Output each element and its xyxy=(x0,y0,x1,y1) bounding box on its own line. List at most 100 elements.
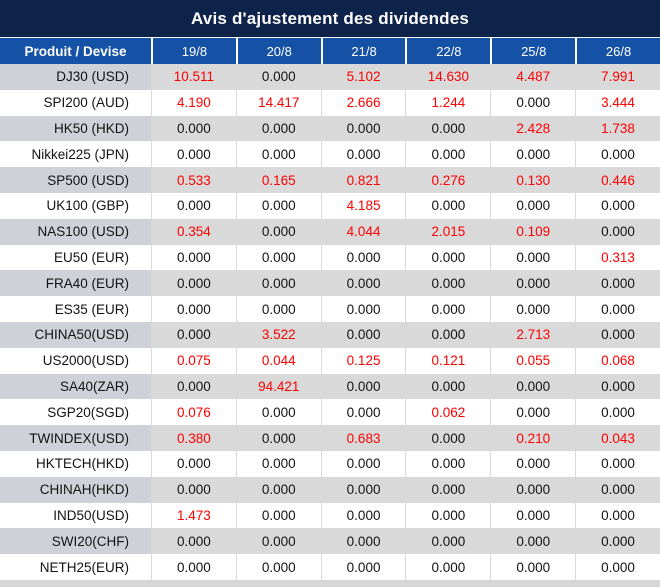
dividend-value: 0.000 xyxy=(575,502,660,529)
dividend-value: 0.000 xyxy=(320,373,406,400)
dividend-value: 0.000 xyxy=(320,270,406,297)
product-label: DJ30 (USD) xyxy=(0,64,151,90)
table-row: SPI200 (AUD) 4.190 14.417 2.666 1.244 0.000 3.… xyxy=(0,89,660,116)
dividend-value: 0.000 xyxy=(320,399,406,426)
header-date-21-8: 21/8 xyxy=(320,38,406,64)
dividend-value: 0.000 xyxy=(490,141,575,168)
panel-title: Avis d'ajustement des dividendes xyxy=(190,8,470,28)
table-row: Nikkei225 (JPN) 0.000 0.000 0.000 0.000 0.000… xyxy=(0,141,660,168)
dividend-value: 0.313 xyxy=(575,244,660,271)
dividend-value: 0.000 xyxy=(405,141,490,168)
dividend-value: 0.000 xyxy=(151,141,236,168)
product-label: NETH25(EUR) xyxy=(39,559,129,575)
dividend-value: 0.000 xyxy=(575,399,660,426)
table-row: UK100 (GBP) 0.000 0.000 4.185 0.000 0.000 0.00… xyxy=(0,192,660,219)
product-label: EU50 (EUR) xyxy=(53,249,129,265)
dividend-value: 0.000 xyxy=(151,192,236,219)
dividend-value: 0.000 xyxy=(151,270,236,297)
header-product-devise: Produit / Devise xyxy=(24,43,127,59)
dividend-value: 0.075 xyxy=(151,347,236,374)
dividend-value: 0.000 xyxy=(575,476,660,503)
dividend-value: 0.000 xyxy=(575,450,660,477)
table-row: NAS100 (USD) 0.354 0.000 4.044 2.015 0.109 0.0… xyxy=(0,218,660,245)
dividend-value: 0.000 xyxy=(235,425,321,451)
dividend-value: 0.000 xyxy=(405,425,491,451)
dividend-value: 0.000 xyxy=(235,218,321,245)
header-date-25-8: 25/8 xyxy=(490,38,575,64)
product-label: SGP20(SGD) xyxy=(47,404,129,420)
dividend-value: 0.000 xyxy=(405,476,491,503)
dividend-value: 0.000 xyxy=(151,115,236,142)
dividend-value: 0.000 xyxy=(151,450,236,477)
dividend-value: 0.000 xyxy=(405,528,491,555)
product-label: HKTECH(HKD) xyxy=(36,456,129,472)
dividend-value: 0.000 xyxy=(151,554,236,580)
dividend-value: 0.821 xyxy=(320,167,406,193)
table-body: DJ30 (USD) 10.511 0.000 5.102 14.630 4.487 7.9… xyxy=(0,64,660,580)
dividend-value: 0.000 xyxy=(320,244,406,271)
dividend-value: 0.000 xyxy=(575,528,660,555)
product-label: UK100 (GBP) xyxy=(46,198,129,214)
dividend-value: 0.000 xyxy=(405,244,490,271)
dividend-value: 10.511 xyxy=(151,64,236,90)
dividend-value: 0.000 xyxy=(320,141,406,168)
dividend-value: 0.000 xyxy=(490,89,575,116)
dividend-value: 0.000 xyxy=(405,502,490,529)
bottom-edge-strip xyxy=(0,579,660,587)
dividend-value: 0.000 xyxy=(235,141,321,168)
dividend-value: 0.000 xyxy=(575,296,660,322)
dividend-value: 14.630 xyxy=(405,64,491,90)
dividend-value: 0.533 xyxy=(151,167,236,193)
dividend-value: 0.109 xyxy=(490,218,576,245)
dividend-value: 0.000 xyxy=(235,450,321,477)
dividend-value: 0.000 xyxy=(575,218,660,245)
dividend-value: 0.000 xyxy=(575,554,660,580)
dividend-value: 0.000 xyxy=(405,450,490,477)
dividend-value: 4.044 xyxy=(320,218,406,245)
table-row: NETH25(EUR) 0.000 0.000 0.000 0.000 0.000 0.00… xyxy=(0,554,660,580)
dividend-value: 0.000 xyxy=(320,502,406,529)
dividend-value: 0.062 xyxy=(405,399,490,426)
dividend-value: 0.000 xyxy=(235,64,321,90)
dividend-value: 0.000 xyxy=(405,296,490,322)
product-label: SPI200 (AUD) xyxy=(43,95,129,111)
dividend-value: 4.190 xyxy=(151,89,236,116)
table-row: HK50 (HKD) 0.000 0.000 0.000 0.000 2.428 1.738 xyxy=(0,115,660,142)
dividend-value: 0.000 xyxy=(575,321,660,348)
product-label: IND50(USD) xyxy=(53,507,129,523)
dividend-value: 0.000 xyxy=(320,554,406,580)
table-row: US2000(USD) 0.075 0.044 0.125 0.121 0.055 0.06… xyxy=(0,347,660,374)
header-date-22-8: 22/8 xyxy=(405,38,490,64)
dividend-value: 0.000 xyxy=(405,373,491,400)
product-label: ES35 (EUR) xyxy=(54,301,129,317)
dividend-value: 0.000 xyxy=(235,399,321,426)
dividend-value: 0.000 xyxy=(235,296,321,322)
dividend-value: 2.428 xyxy=(490,115,576,142)
table-row: HKTECH(HKD) 0.000 0.000 0.000 0.000 0.000 0.00… xyxy=(0,450,660,477)
dividend-value: 0.165 xyxy=(235,167,321,193)
dividend-value: 0.000 xyxy=(490,192,575,219)
dividend-value: 0.276 xyxy=(405,167,491,193)
dividend-value: 0.000 xyxy=(320,296,406,322)
dividend-value: 0.055 xyxy=(490,347,575,374)
table-row: IND50(USD) 1.473 0.000 0.000 0.000 0.000 0.000 xyxy=(0,502,660,529)
dividend-value: 0.000 xyxy=(405,270,491,297)
product-label: HK50 (HKD) xyxy=(0,115,151,142)
dividend-value: 3.522 xyxy=(235,321,321,348)
table-row: SGP20(SGD) 0.076 0.000 0.000 0.062 0.000 0.000 xyxy=(0,399,660,426)
dividend-value: 0.000 xyxy=(320,321,406,348)
dividend-value: 0.000 xyxy=(490,399,575,426)
dividend-value: 0.380 xyxy=(151,425,236,451)
dividend-value: 0.000 xyxy=(575,141,660,168)
dividend-value: 0.000 xyxy=(490,373,576,400)
dividend-value: 0.000 xyxy=(490,450,575,477)
dividend-value: 0.000 xyxy=(490,476,576,503)
table-row: ES35 (EUR) 0.000 0.000 0.000 0.000 0.000 0.000 xyxy=(0,296,660,322)
dividend-value: 2.015 xyxy=(405,218,491,245)
dividend-value: 0.000 xyxy=(405,192,490,219)
dividend-value: 0.076 xyxy=(151,399,236,426)
dividend-value: 0.044 xyxy=(235,347,321,374)
dividend-value: 0.000 xyxy=(320,528,406,555)
dividend-value: 0.000 xyxy=(235,476,321,503)
